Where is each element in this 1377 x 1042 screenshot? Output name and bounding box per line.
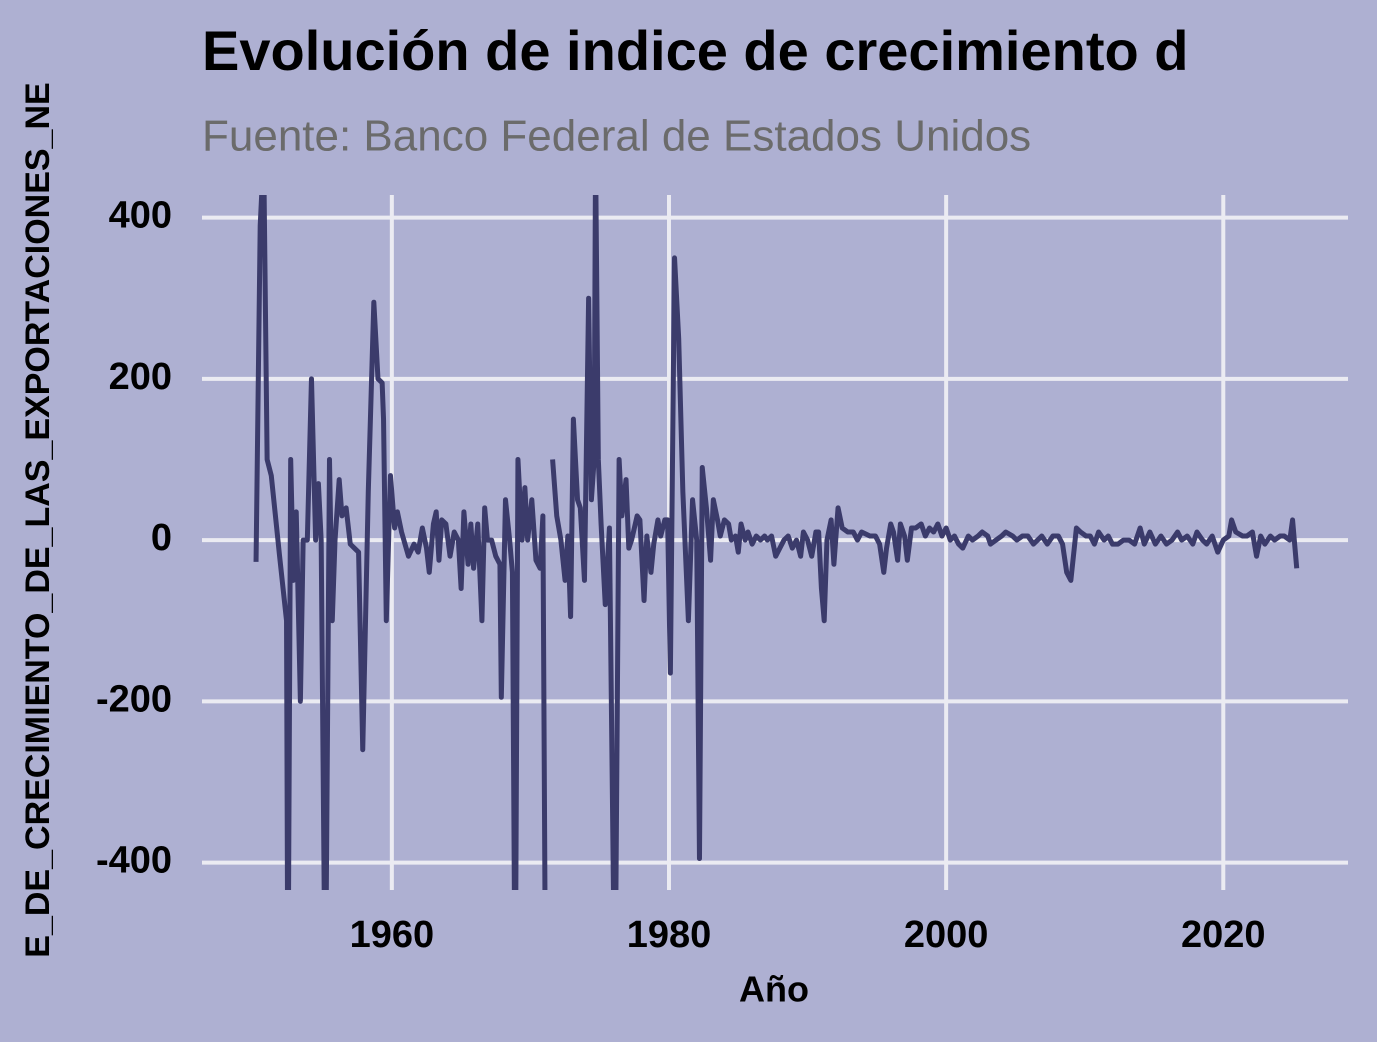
chart-title: Evolución de indice de crecimiento d [202,19,1188,82]
y-tick-label: 0 [151,517,172,559]
x-tick-label: 1960 [350,914,435,956]
y-tick-label: 200 [109,356,172,398]
data-line [253,195,1300,890]
y-axis-label: E_DE_CRECIMIENTO_DE_LAS_EXPORTACIONES_NE [19,82,57,957]
chart-subtitle: Fuente: Banco Federal de Estados Unidos [202,112,1031,161]
y-tick-label: 400 [109,195,172,237]
x-axis-label: Año [739,969,809,1010]
x-tick-label: 1980 [627,914,712,956]
x-tick-label: 2000 [904,914,989,956]
y-tick-label: -400 [96,840,172,882]
y-tick-label: -200 [96,678,172,720]
x-tick-label: 2020 [1181,914,1266,956]
